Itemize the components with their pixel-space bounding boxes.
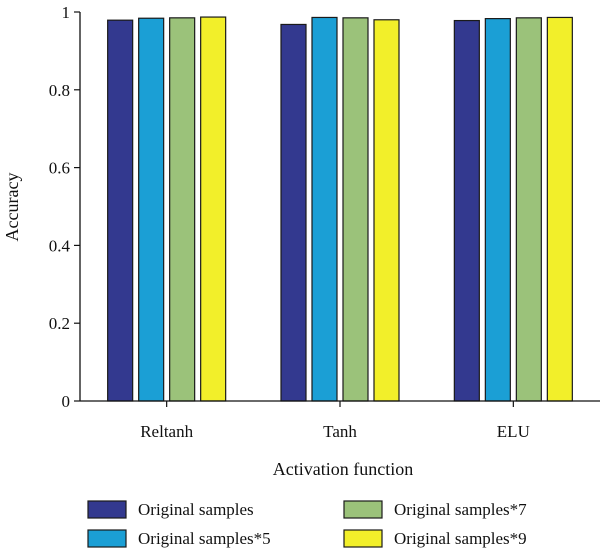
legend-label-1: Original samples [138, 500, 254, 519]
bar-elu-series-2 [484, 18, 511, 402]
y-axis-title: Accuracy [2, 173, 22, 242]
y-tick-label: 0 [62, 392, 71, 411]
bar-elu-series-3 [515, 17, 542, 402]
legend: Original samples Original samples*5 Origin… [87, 500, 527, 548]
legend-swatch-4 [343, 529, 383, 548]
legend-label-3: Original samples*7 [394, 500, 527, 519]
bar-reltanh-series-4 [200, 16, 227, 402]
x-tick-label: Tanh [323, 422, 357, 441]
bar-tanh-series-4 [373, 19, 400, 402]
legend-label-4: Original samples*9 [394, 529, 527, 548]
legend-swatch-2 [87, 529, 127, 548]
y-tick-label: 0.8 [49, 81, 70, 100]
legend-swatch-1 [87, 500, 127, 519]
x-tick-label: Reltanh [140, 422, 193, 441]
bar-tanh-series-1 [280, 23, 307, 402]
bar-tanh-series-2 [311, 16, 338, 402]
bar-tanh-series-3 [342, 17, 369, 402]
y-tick-label: 0.4 [49, 236, 71, 255]
legend-swatch-3 [343, 500, 383, 519]
bar-reltanh-series-3 [169, 17, 196, 402]
plot-area [107, 16, 573, 402]
bar-elu-series-1 [453, 19, 480, 402]
bar-elu-series-4 [546, 16, 573, 402]
y-tick-label: 0.2 [49, 314, 70, 333]
bar-reltanh-series-2 [138, 17, 165, 402]
x-axis-title: Activation function [273, 459, 413, 479]
y-tick-label: 1 [62, 3, 71, 22]
axes: 0 0.2 0.4 0.6 0.8 1 Reltanh Tanh ELU [49, 3, 600, 441]
x-tick-label: ELU [497, 422, 530, 441]
bar-reltanh-series-1 [107, 19, 134, 402]
y-tick-label: 0.6 [49, 159, 70, 178]
legend-label-2: Original samples*5 [138, 529, 271, 548]
